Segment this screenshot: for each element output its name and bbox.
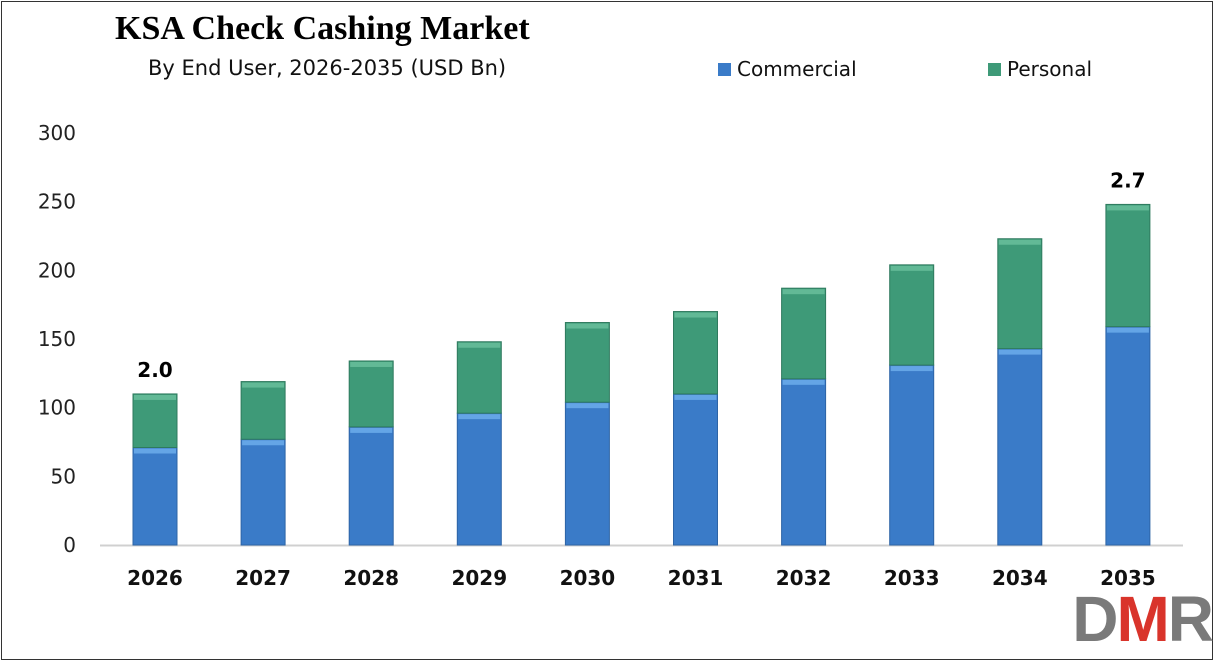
bar-highlight bbox=[782, 289, 825, 295]
bar-highlight bbox=[998, 239, 1041, 245]
x-tick-label: 2028 bbox=[343, 566, 399, 590]
dmr-logo: DMR bbox=[1072, 583, 1214, 655]
bar-commercial-2031 bbox=[673, 393, 718, 546]
bar-personal-2033 bbox=[889, 264, 935, 366]
y-tick-label: 50 bbox=[51, 464, 76, 488]
data-label: 2.7 bbox=[1110, 168, 1145, 192]
bar-highlight bbox=[674, 394, 717, 400]
bar-commercial-2033 bbox=[889, 364, 935, 546]
legend-label-commercial: Commercial bbox=[737, 57, 857, 81]
bar-highlight bbox=[890, 265, 933, 271]
x-tick-label: 2035 bbox=[1100, 566, 1156, 590]
x-tick-label: 2027 bbox=[235, 566, 291, 590]
bar-highlight bbox=[890, 366, 933, 372]
x-tick-label: 2029 bbox=[451, 566, 507, 590]
bar-personal-2026 bbox=[132, 393, 178, 448]
bar-commercial-2029 bbox=[456, 412, 502, 546]
bar-highlight bbox=[134, 394, 176, 400]
bar-commercial-2028 bbox=[348, 426, 394, 546]
y-tick-label: 0 bbox=[63, 533, 76, 557]
y-tick-label: 100 bbox=[38, 396, 76, 420]
bar-highlight bbox=[998, 349, 1041, 355]
bar-personal-2034 bbox=[997, 238, 1043, 350]
bar-highlight bbox=[242, 440, 285, 446]
x-tick-label: 2030 bbox=[560, 566, 616, 590]
bar-commercial-2026 bbox=[132, 446, 178, 546]
x-tick-label: 2026 bbox=[127, 566, 183, 590]
x-tick-label: 2032 bbox=[776, 566, 832, 590]
y-tick-label: 200 bbox=[38, 258, 76, 282]
bar-highlight bbox=[458, 342, 501, 348]
legend-item-commercial: Commercial bbox=[718, 57, 857, 81]
bar-personal-2028 bbox=[348, 360, 394, 428]
legend-swatch-commercial bbox=[718, 62, 731, 76]
bar-highlight bbox=[242, 382, 285, 388]
bar-commercial-2032 bbox=[781, 378, 827, 546]
chart-subtitle: By End User, 2026-2035 (USD Bn) bbox=[148, 56, 507, 80]
bar-highlight bbox=[782, 379, 825, 385]
legend-label-personal: Personal bbox=[1007, 57, 1093, 81]
x-tick-label: 2033 bbox=[884, 566, 940, 590]
bar-highlight bbox=[566, 403, 609, 409]
bar-personal-2031 bbox=[673, 311, 718, 395]
bar-personal-2029 bbox=[456, 341, 502, 414]
bar-highlight bbox=[1106, 205, 1149, 211]
bar-commercial-2027 bbox=[240, 438, 286, 546]
bar-personal-2027 bbox=[240, 381, 286, 440]
bar-personal-2030 bbox=[564, 322, 610, 403]
y-tick-label: 250 bbox=[38, 190, 76, 214]
bar-personal-2035 bbox=[1105, 203, 1151, 328]
bar-commercial-2034 bbox=[997, 348, 1043, 546]
bar-highlight bbox=[566, 323, 609, 329]
legend-item-personal: Personal bbox=[988, 57, 1092, 81]
bar-highlight bbox=[674, 312, 717, 318]
bar-personal-2032 bbox=[781, 287, 827, 380]
y-tick-label: 150 bbox=[38, 327, 76, 351]
bar-commercial-2030 bbox=[564, 401, 610, 546]
bar-commercial-2035 bbox=[1105, 326, 1151, 546]
bar-highlight bbox=[350, 361, 393, 367]
y-tick-label: 300 bbox=[38, 121, 76, 145]
x-tick-label: 2034 bbox=[992, 566, 1048, 590]
bar-highlight bbox=[350, 427, 393, 433]
bar-highlight bbox=[134, 448, 176, 454]
legend-swatch-personal bbox=[988, 62, 1001, 76]
bar-highlight bbox=[1106, 327, 1149, 333]
data-label: 2.0 bbox=[137, 358, 172, 382]
chart-title: KSA Check Cashing Market bbox=[115, 10, 530, 47]
bar-highlight bbox=[458, 414, 501, 420]
x-tick-label: 2031 bbox=[668, 566, 724, 590]
